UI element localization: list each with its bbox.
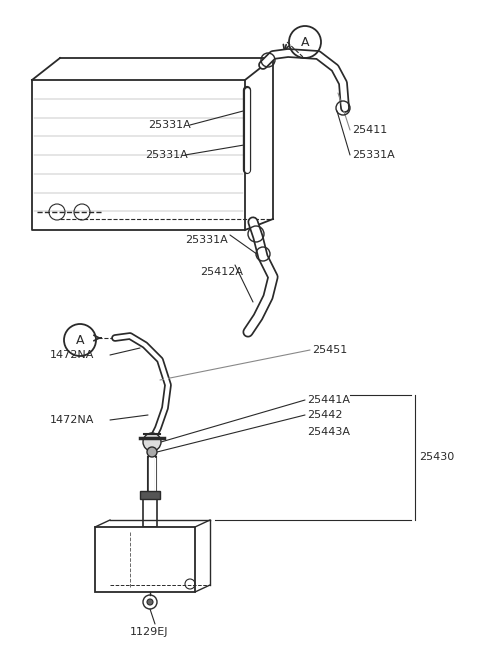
Circle shape (147, 447, 157, 457)
Text: 25412A: 25412A (200, 267, 243, 277)
Text: 25331A: 25331A (148, 120, 191, 130)
Text: 25331A: 25331A (185, 235, 228, 245)
Text: 25331A: 25331A (145, 150, 188, 160)
Text: 25441A: 25441A (307, 395, 350, 405)
Text: 25443A: 25443A (307, 427, 350, 437)
Text: 1472NA: 1472NA (50, 350, 95, 360)
Text: 25451: 25451 (312, 345, 347, 355)
Text: 25430: 25430 (419, 452, 454, 462)
Text: A: A (76, 334, 84, 346)
Text: 1129EJ: 1129EJ (130, 627, 168, 637)
Text: 25442: 25442 (307, 410, 343, 420)
Text: 25331A: 25331A (352, 150, 395, 160)
Bar (95, 527, 195, 592)
Circle shape (143, 433, 161, 451)
Text: 25411: 25411 (352, 125, 387, 135)
Bar (143, 497, 157, 527)
Text: 1472NA: 1472NA (50, 415, 95, 425)
Bar (140, 491, 160, 499)
Circle shape (147, 599, 153, 605)
Text: A: A (301, 35, 309, 49)
